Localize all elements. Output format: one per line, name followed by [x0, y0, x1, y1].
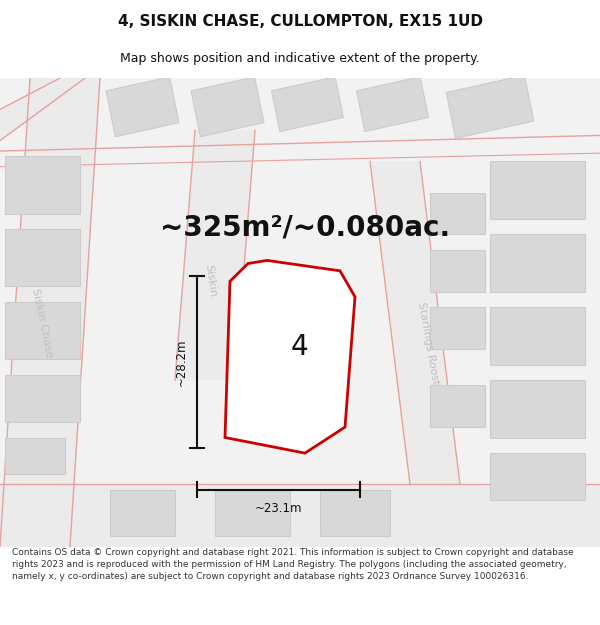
Polygon shape [106, 77, 179, 137]
Polygon shape [490, 161, 585, 219]
Polygon shape [356, 77, 428, 132]
Polygon shape [5, 156, 80, 214]
Polygon shape [0, 78, 85, 141]
Polygon shape [446, 75, 534, 138]
Polygon shape [272, 77, 343, 132]
Polygon shape [490, 234, 585, 292]
Text: 4, SISKIN CHASE, CULLOMPTON, EX15 1UD: 4, SISKIN CHASE, CULLOMPTON, EX15 1UD [118, 14, 482, 29]
Polygon shape [175, 130, 255, 380]
Polygon shape [430, 386, 485, 427]
Polygon shape [490, 308, 585, 364]
Text: 4: 4 [290, 332, 308, 361]
Polygon shape [490, 380, 585, 438]
Text: ~325m²/~0.080ac.: ~325m²/~0.080ac. [160, 213, 450, 241]
Polygon shape [430, 192, 485, 234]
Polygon shape [490, 453, 585, 500]
Polygon shape [5, 375, 80, 422]
Text: Starlings Roost: Starlings Roost [416, 302, 440, 386]
Polygon shape [430, 308, 485, 349]
Text: Map shows position and indicative extent of the property.: Map shows position and indicative extent… [120, 52, 480, 65]
Text: Siskin: Siskin [203, 264, 217, 298]
Polygon shape [0, 484, 600, 547]
Polygon shape [110, 489, 175, 536]
Polygon shape [5, 438, 65, 474]
Polygon shape [5, 229, 80, 286]
Polygon shape [320, 489, 390, 536]
Polygon shape [0, 78, 100, 547]
Polygon shape [225, 261, 355, 453]
Polygon shape [430, 250, 485, 292]
Polygon shape [215, 489, 290, 536]
Polygon shape [5, 302, 80, 359]
Polygon shape [191, 77, 264, 137]
Text: ~28.2m: ~28.2m [175, 338, 187, 386]
Polygon shape [370, 161, 460, 484]
Text: ~23.1m: ~23.1m [255, 502, 302, 515]
Text: Siskin Chase: Siskin Chase [30, 288, 54, 359]
Text: Contains OS data © Crown copyright and database right 2021. This information is : Contains OS data © Crown copyright and d… [12, 548, 574, 581]
